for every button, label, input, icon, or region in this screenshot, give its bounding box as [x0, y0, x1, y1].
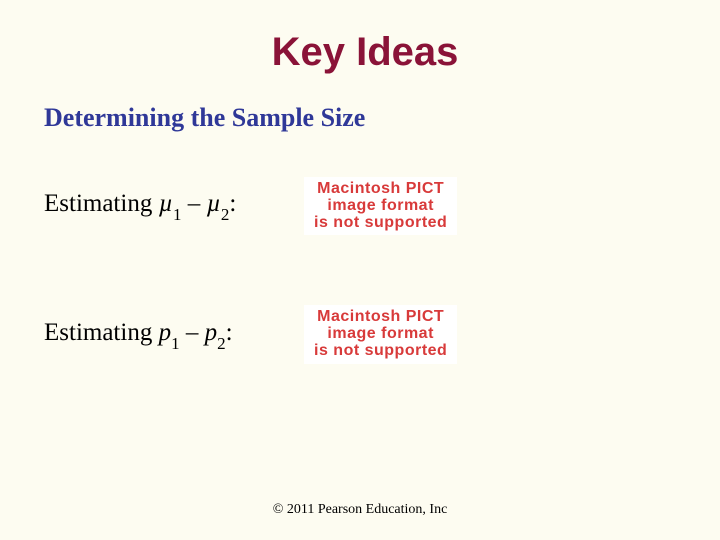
text: :: [229, 190, 236, 217]
page-title: Key Ideas: [44, 30, 686, 75]
pict-line: Macintosh PICT: [314, 181, 447, 198]
missing-image-placeholder: Macintosh PICT image format is not suppo…: [304, 177, 457, 235]
row-mu: Estimating µ1 – µ2: Macintosh PICT image…: [44, 177, 686, 235]
text: Estimating: [44, 190, 159, 217]
subheading: Determining the Sample Size: [44, 103, 686, 133]
pict-line: image format: [314, 198, 447, 215]
pict-line: is not supported: [314, 215, 447, 232]
missing-image-placeholder: Macintosh PICT image format is not suppo…: [304, 305, 457, 363]
symbol-p: p: [205, 319, 218, 346]
text: :: [226, 319, 233, 346]
text: –: [180, 319, 205, 346]
subscript: 1: [171, 334, 180, 353]
symbol-mu: µ: [206, 190, 220, 217]
symbol-mu: µ: [159, 190, 173, 217]
subscript: 2: [221, 205, 230, 224]
pict-line: is not supported: [314, 343, 447, 360]
text: Estimating: [44, 319, 159, 346]
subscript: 2: [217, 334, 226, 353]
slide: Key Ideas Determining the Sample Size Es…: [0, 0, 720, 540]
pict-line: Macintosh PICT: [314, 309, 447, 326]
pict-line: image format: [314, 326, 447, 343]
copyright-footer: © 2011 Pearson Education, Inc: [0, 502, 720, 518]
estimate-p-label: Estimating p1 – p2:: [44, 319, 304, 351]
symbol-p: p: [159, 319, 172, 346]
row-p: Estimating p1 – p2: Macintosh PICT image…: [44, 305, 686, 363]
estimate-mu-label: Estimating µ1 – µ2:: [44, 190, 304, 222]
subscript: 1: [173, 205, 182, 224]
text: –: [181, 190, 206, 217]
